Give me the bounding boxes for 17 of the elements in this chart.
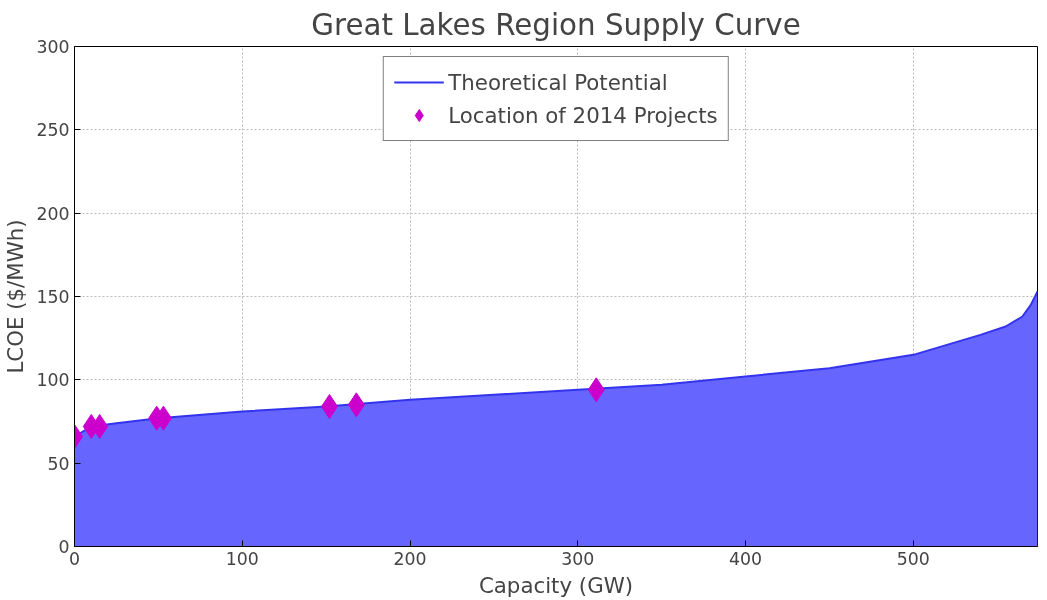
y-tick-label: 250 xyxy=(36,120,70,141)
x-tick-label: 100 xyxy=(225,548,259,569)
x-tick-label: 500 xyxy=(896,548,930,569)
y-tick-label: 50 xyxy=(47,453,70,474)
chart-title: Great Lakes Region Supply Curve xyxy=(311,7,801,42)
y-tick-label: 100 xyxy=(36,370,70,391)
point xyxy=(321,394,339,419)
y-axis-title: LCOE ($/MWh) xyxy=(3,219,29,374)
x-tick-label: 200 xyxy=(393,548,427,569)
x-axis-title: Capacity (GW) xyxy=(478,572,634,598)
y-tick-label: 150 xyxy=(36,287,70,307)
x-tick-label: 400 xyxy=(729,548,763,569)
y-tick-label: 200 xyxy=(36,203,70,224)
legend-label: Location of 2014 Projects xyxy=(448,102,718,128)
legend-label: Theoretical Potential xyxy=(448,69,668,95)
y-tick-label: 300 xyxy=(36,37,70,57)
x-tick-label: 300 xyxy=(561,548,595,569)
